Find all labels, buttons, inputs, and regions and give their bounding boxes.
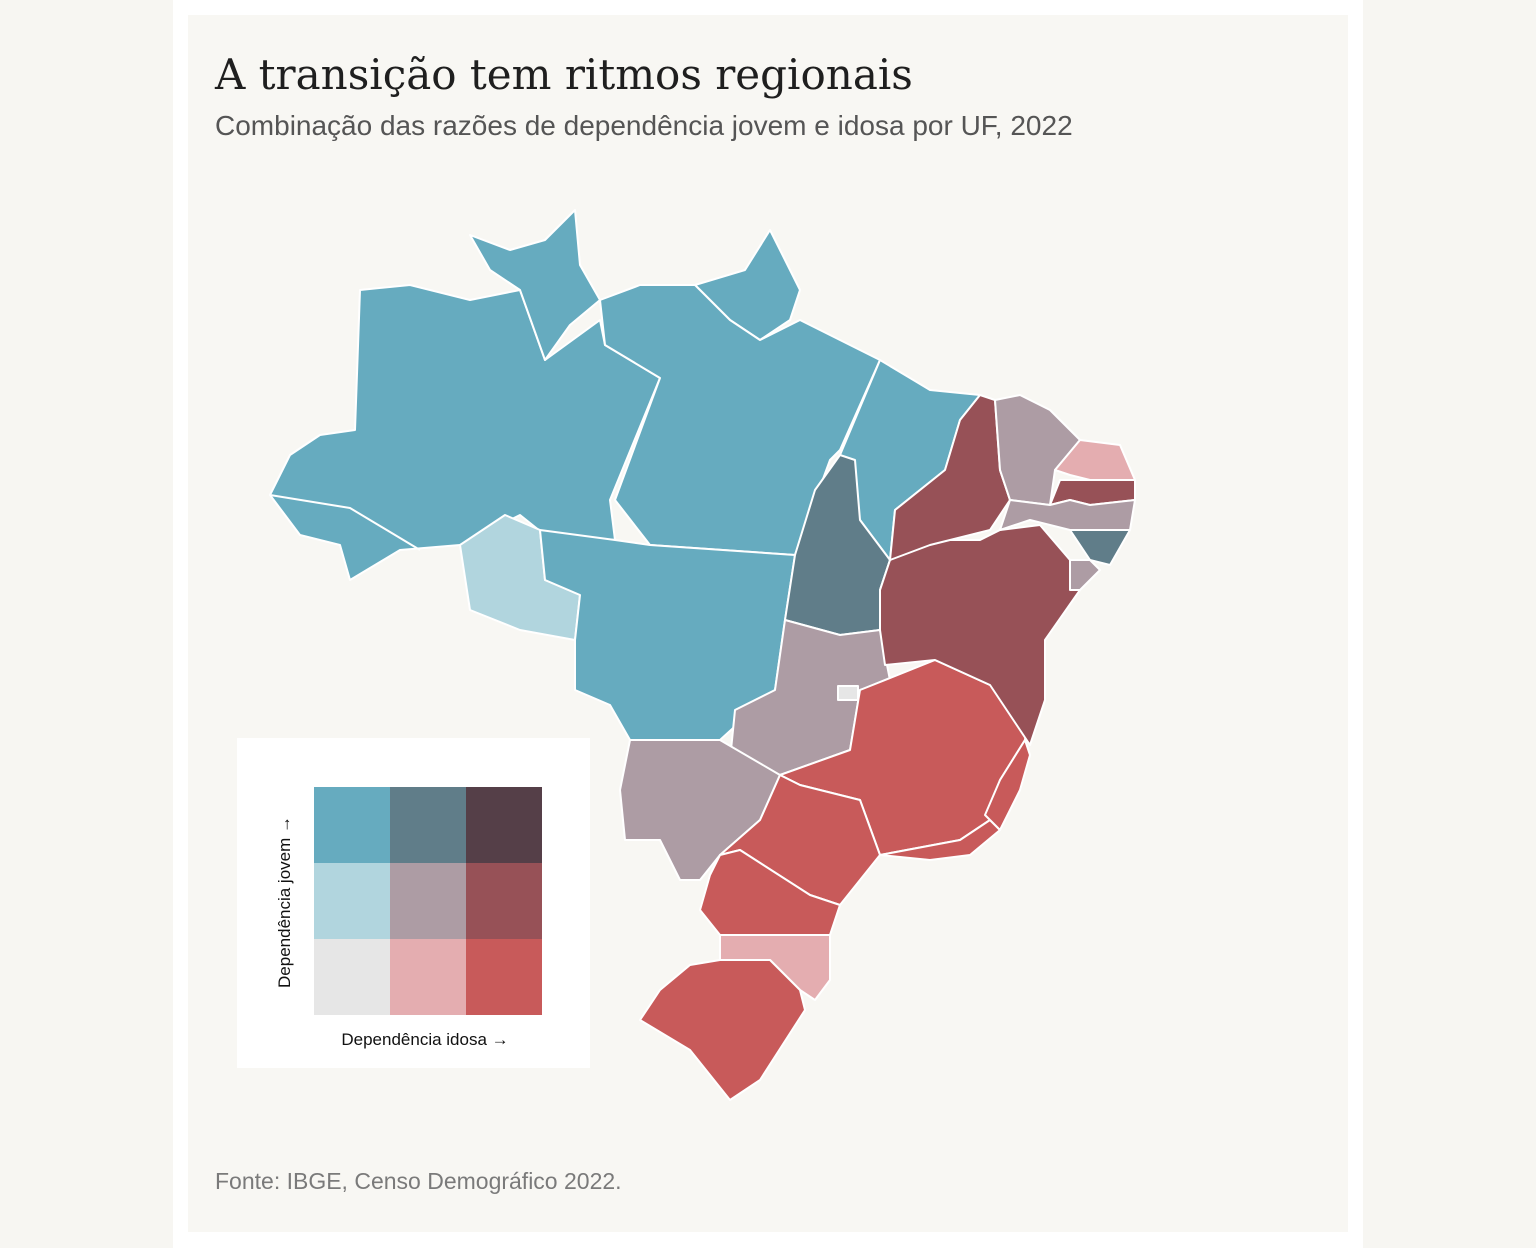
source: Fonte: IBGE, Censo Demográfico 2022. [215,1168,622,1194]
legend-x-label: Dependência idosa → [341,1030,508,1049]
legend-cell [314,939,390,1015]
legend-cell [466,863,542,939]
legend-grid [314,787,542,1015]
legend-cell [390,863,466,939]
state [879,524,1081,746]
state [619,739,781,881]
legend-cell [314,863,390,939]
title: A transição tem ritmos regionais [215,50,913,99]
border [269,494,421,551]
states [269,209,1136,1101]
legend-cell [466,939,542,1015]
state [599,284,881,556]
legend-cell [390,787,466,863]
subtitle: Combinação das razões de dependência jov… [215,110,1073,141]
legend-cell [314,787,390,863]
state [1069,529,1131,566]
legend-cell [390,939,466,1015]
state [984,739,1031,831]
legend-cell [466,787,542,863]
state [1069,559,1101,591]
state [269,284,661,581]
state [999,499,1136,531]
legend-y-label: Dependência jovem → [275,816,294,988]
state [837,685,859,701]
state [639,959,806,1101]
